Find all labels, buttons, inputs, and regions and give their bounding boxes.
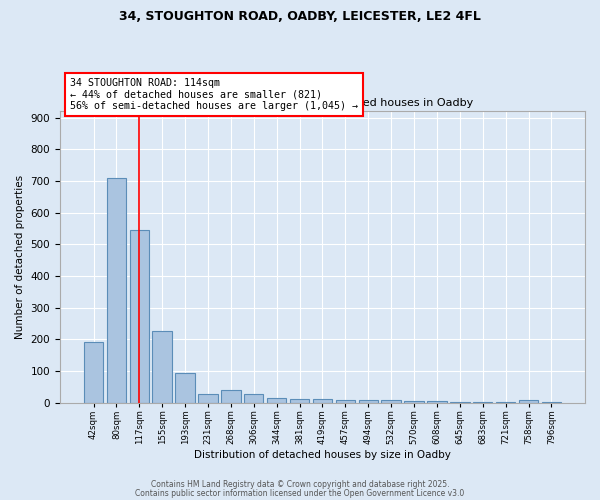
Bar <box>519 400 538 402</box>
Bar <box>84 342 103 402</box>
Bar <box>404 401 424 402</box>
Bar <box>359 400 378 402</box>
Text: Contains HM Land Registry data © Crown copyright and database right 2025.: Contains HM Land Registry data © Crown c… <box>151 480 449 489</box>
X-axis label: Distribution of detached houses by size in Oadby: Distribution of detached houses by size … <box>194 450 451 460</box>
Text: Contains public sector information licensed under the Open Government Licence v3: Contains public sector information licen… <box>136 488 464 498</box>
Bar <box>244 394 263 402</box>
Bar <box>267 398 286 402</box>
Bar <box>107 178 126 402</box>
Text: 34 STOUGHTON ROAD: 114sqm
← 44% of detached houses are smaller (821)
56% of semi: 34 STOUGHTON ROAD: 114sqm ← 44% of detac… <box>70 78 358 111</box>
Bar <box>175 374 195 402</box>
Bar <box>290 399 309 402</box>
Bar <box>313 399 332 402</box>
Bar <box>335 400 355 402</box>
Bar <box>130 230 149 402</box>
Bar <box>152 332 172 402</box>
Bar <box>382 400 401 402</box>
Text: 34, STOUGHTON ROAD, OADBY, LEICESTER, LE2 4FL: 34, STOUGHTON ROAD, OADBY, LEICESTER, LE… <box>119 10 481 23</box>
Bar <box>198 394 218 402</box>
Title: Size of property relative to detached houses in Oadby: Size of property relative to detached ho… <box>172 98 473 108</box>
Bar <box>221 390 241 402</box>
Y-axis label: Number of detached properties: Number of detached properties <box>15 175 25 339</box>
